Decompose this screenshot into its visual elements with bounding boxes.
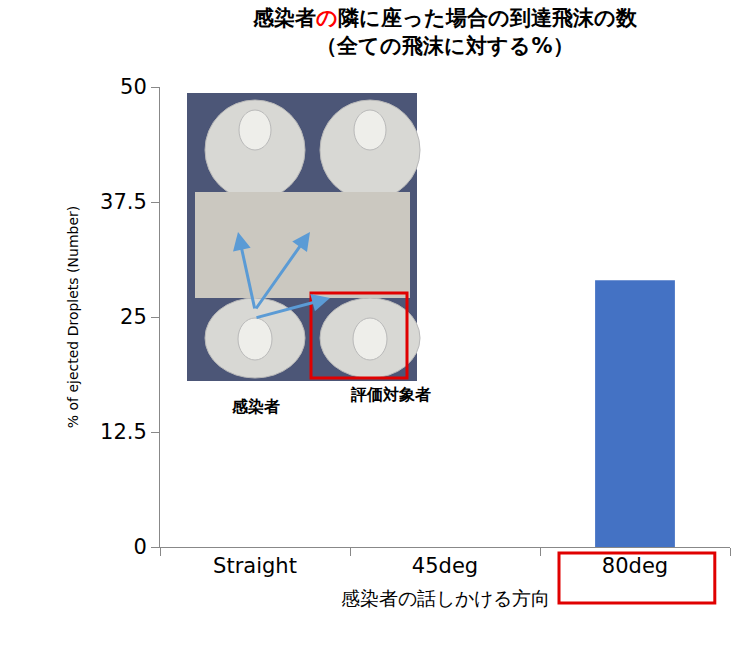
svg-text:感染者の隣に座った場合の到達飛沫の数（全ての飛沫に対する%）: 感染者の隣に座った場合の到達飛沫の数（全ての飛沫に対する%） — [252, 6, 638, 57]
svg-text:感染者の話しかける方向: 感染者の話しかける方向 — [341, 587, 550, 609]
svg-text:% of ejected Droplets (Number): % of ejected Droplets (Number) — [65, 206, 81, 429]
svg-text:45deg: 45deg — [412, 554, 478, 578]
svg-text:Straight: Straight — [213, 554, 297, 578]
svg-text:50: 50 — [120, 75, 147, 99]
svg-text:37.5: 37.5 — [100, 190, 147, 214]
svg-text:評価対象者: 評価対象者 — [350, 385, 431, 404]
svg-text:感染者: 感染者 — [231, 397, 280, 416]
svg-text:0: 0 — [133, 535, 146, 559]
svg-text:80deg: 80deg — [602, 554, 668, 578]
svg-text:12.5: 12.5 — [100, 420, 147, 444]
svg-text:25: 25 — [120, 305, 147, 329]
